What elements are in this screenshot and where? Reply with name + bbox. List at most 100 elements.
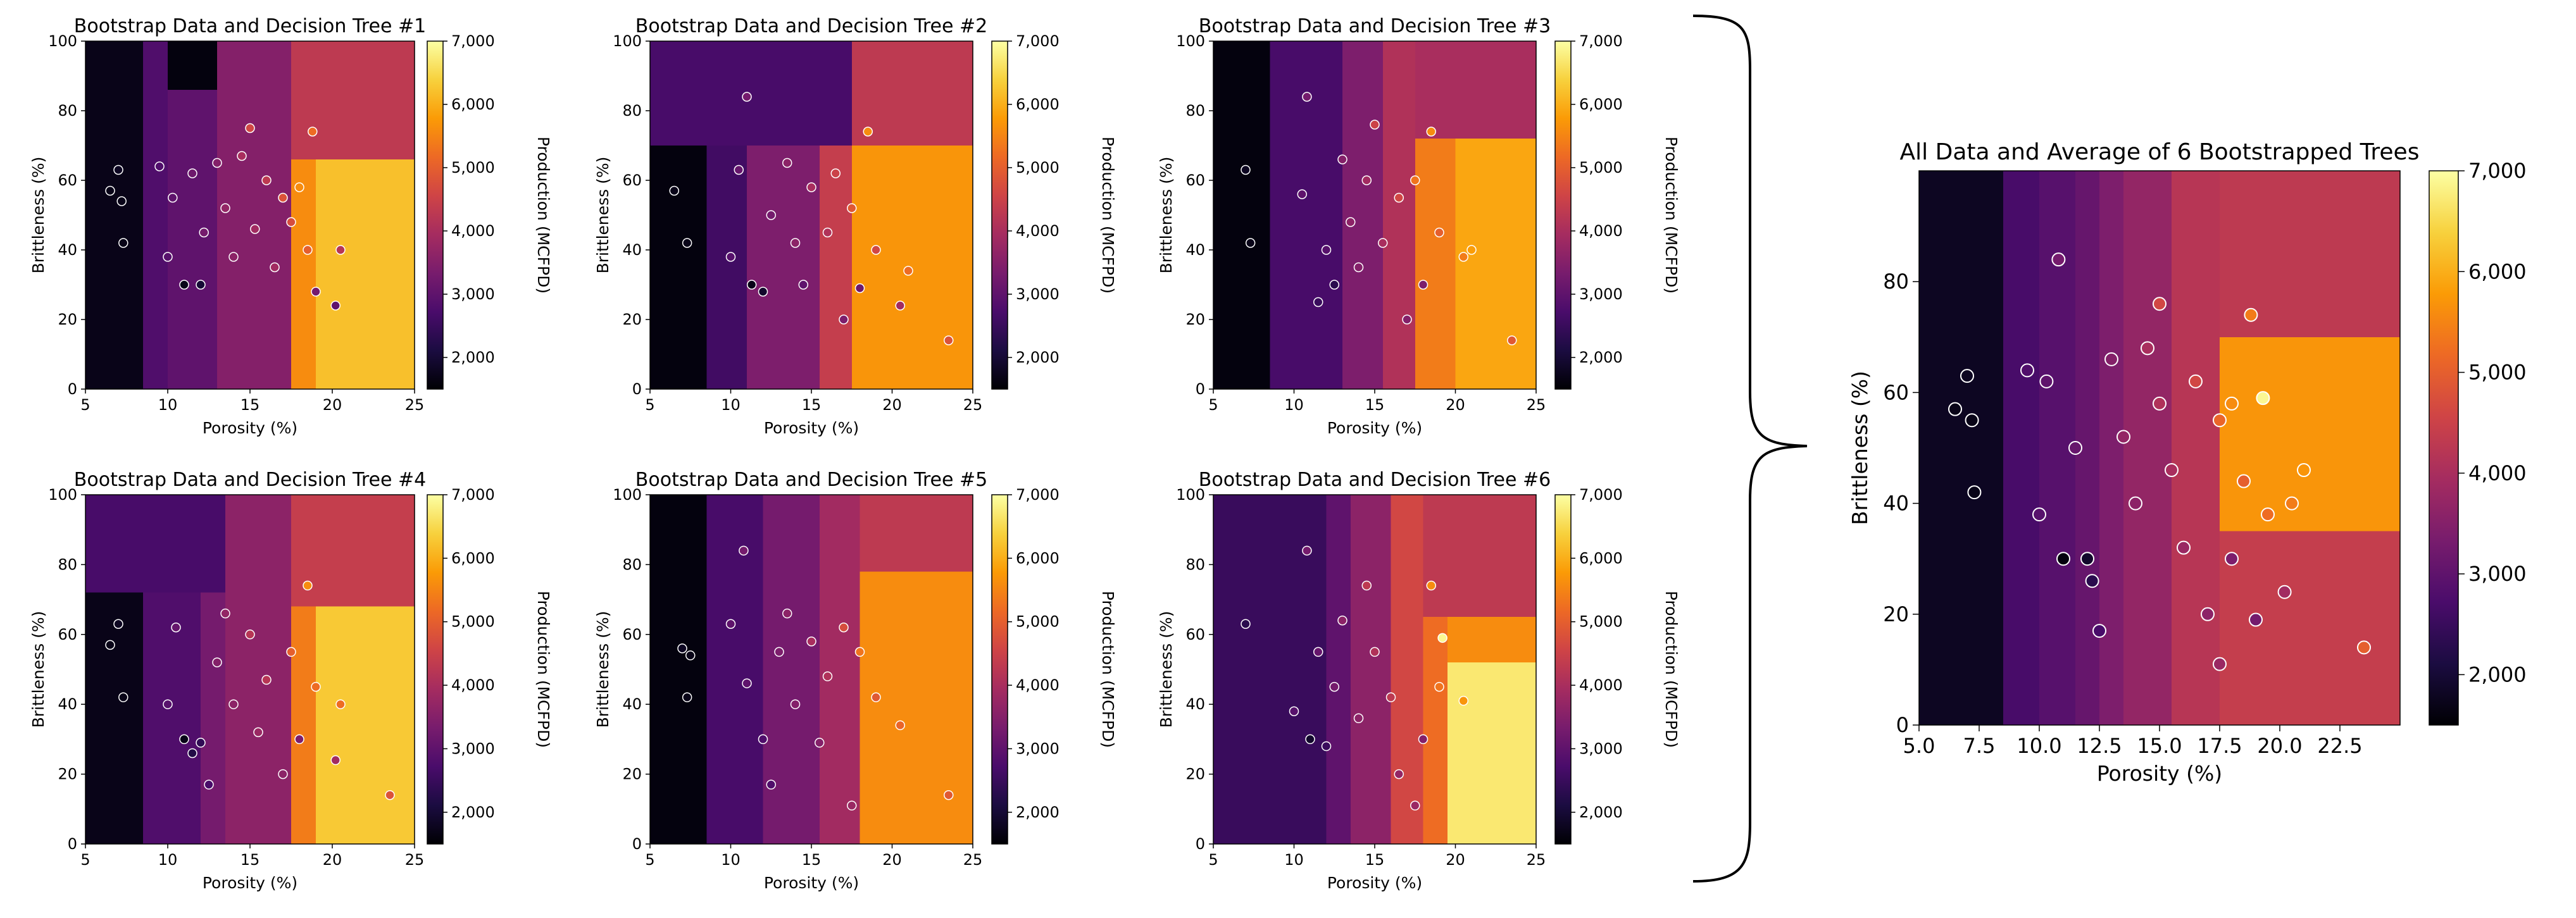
data-point (1418, 280, 1429, 290)
colorbar-label: Production (MCFPD) (534, 137, 553, 294)
data-point (261, 175, 272, 185)
colorbar-tick-label: 6,000 (1016, 96, 1060, 113)
decision-region (217, 41, 291, 389)
decision-region (2003, 171, 2039, 725)
colorbar-tick-label: 6,000 (451, 549, 495, 567)
data-point (871, 245, 881, 255)
data-point (2104, 352, 2118, 366)
data-point (1458, 252, 1468, 262)
y-tick-label: 80 (622, 102, 642, 120)
data-point (237, 151, 247, 161)
y-tick-label: 100 (1176, 486, 1205, 504)
data-point (278, 192, 288, 203)
y-tick-label: 80 (58, 102, 77, 120)
data-point (1313, 297, 1323, 307)
x-tick-label: 12.5 (2077, 734, 2122, 758)
data-point (1313, 647, 1323, 657)
x-tick-label: 20 (882, 851, 902, 869)
x-tick-label: 15.0 (2137, 734, 2182, 758)
colorbar-tick-label: 6,000 (2468, 259, 2527, 283)
data-point (2277, 585, 2292, 599)
x-axis-label: Porosity (%) (2097, 761, 2222, 786)
data-point (228, 699, 239, 709)
data-point (1426, 580, 1436, 591)
data-point (790, 699, 801, 709)
data-point (245, 630, 255, 640)
colorbar-tick-label: 3,000 (451, 285, 495, 303)
data-point (871, 692, 881, 702)
x-tick-label: 20 (323, 851, 342, 869)
data-point (335, 245, 346, 255)
decision-region (316, 159, 415, 389)
data-point (806, 636, 816, 647)
y-tick-label: 20 (58, 766, 77, 783)
data-point (105, 185, 115, 196)
data-point (903, 266, 913, 276)
colorbar-tick-label: 4,000 (1579, 222, 1623, 240)
colorbar (1554, 40, 1572, 390)
data-point (2165, 463, 2179, 478)
data-point (1965, 413, 1979, 428)
data-point (1361, 580, 1372, 591)
x-tick-label: 5 (645, 851, 654, 869)
y-tick-label: 20 (1883, 602, 1909, 626)
y-axis-label: Brittleness (%) (1157, 611, 1175, 728)
colorbar-tick-label: 3,000 (1579, 285, 1623, 303)
data-point (847, 800, 857, 811)
x-tick-label: 5 (80, 396, 90, 414)
data-point (1402, 314, 1412, 325)
decision-region (706, 146, 747, 389)
data-point (2141, 341, 2154, 356)
data-point (2201, 607, 2215, 621)
y-tick-label: 40 (1883, 492, 1909, 516)
data-point (1346, 217, 1356, 227)
x-tick-label: 25 (405, 851, 425, 869)
x-tick-label: 10 (721, 396, 741, 414)
x-tick-label: 25 (405, 396, 425, 414)
data-point (815, 738, 825, 748)
colorbar-tick-label: 7,000 (451, 32, 495, 50)
y-tick-label: 100 (613, 32, 642, 50)
decision-region (763, 495, 820, 844)
decision-region (1919, 171, 2003, 725)
y-tick-label: 60 (1185, 626, 1205, 643)
data-point (1289, 706, 1299, 716)
x-axis-label: Porosity (%) (1327, 419, 1422, 437)
x-tick-label: 20 (882, 396, 902, 414)
data-point (163, 252, 173, 262)
y-tick-label: 40 (622, 695, 642, 713)
data-point (2116, 430, 2130, 444)
x-axis-label: Porosity (%) (1327, 874, 1422, 892)
data-point (2189, 374, 2203, 388)
data-point (1948, 402, 1962, 416)
data-point (286, 647, 296, 657)
y-tick-label: 40 (1185, 241, 1205, 259)
x-tick-label: 17.5 (2197, 734, 2242, 758)
colorbar (1554, 494, 1572, 845)
data-point (116, 196, 127, 206)
data-point (1458, 695, 1468, 706)
decision-region (225, 495, 291, 844)
colorbar-tick-label: 7,000 (2468, 159, 2527, 183)
data-point (253, 727, 263, 738)
data-point (303, 580, 313, 591)
decision-region (860, 495, 973, 572)
data-point (261, 674, 272, 685)
decision-region (291, 41, 415, 159)
data-point (330, 301, 341, 311)
colorbar-tick-label: 3,000 (1016, 740, 1060, 757)
y-tick-label: 0 (68, 380, 77, 398)
x-tick-label: 15 (241, 851, 260, 869)
decision-region (2123, 171, 2172, 725)
data-point (758, 734, 768, 745)
data-point (790, 238, 801, 248)
decision-region (1423, 617, 1447, 844)
decision-region (1415, 41, 1536, 139)
colorbar-tick-label: 3,000 (1016, 285, 1060, 303)
colorbar-label: Production (MCFPD) (1099, 591, 1117, 748)
x-tick-label: 10 (1284, 851, 1304, 869)
colorbar-label: Production (MCFPD) (534, 591, 553, 748)
data-point (311, 287, 321, 297)
